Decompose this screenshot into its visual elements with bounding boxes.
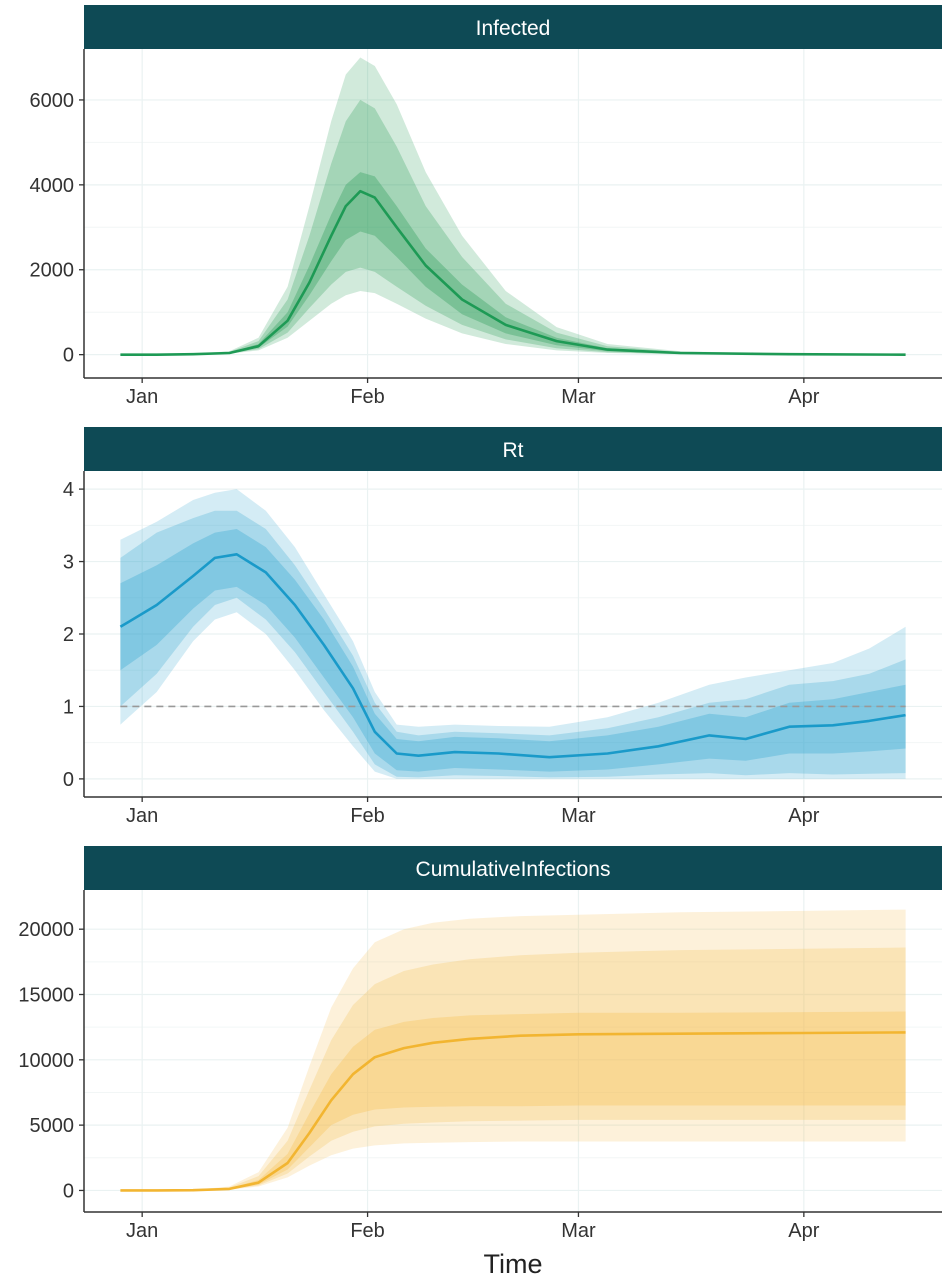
panel-cumulative-infections: CumulativeInfections 0 5000 10000 15000 2000… bbox=[18, 846, 942, 1242]
strip-background bbox=[84, 5, 942, 49]
x-tick-label: Feb bbox=[350, 1220, 384, 1242]
x-tick-label: Apr bbox=[788, 1220, 819, 1242]
y-tick-label: 0 bbox=[63, 345, 74, 367]
band-50pct bbox=[120, 1011, 906, 1191]
plot-area: 0 5000 10000 15000 20000 Jan Feb Mar Apr bbox=[18, 890, 942, 1242]
panel-infected: Infected 0 2000 4000 6000 Jan Feb Mar Apr bbox=[30, 5, 942, 408]
y-tick-label: 4000 bbox=[30, 175, 75, 197]
panel-rt: Rt 0 1 2 3 4 Jan Feb Mar Apr bbox=[63, 427, 942, 827]
band-50pct bbox=[120, 529, 906, 772]
median-line bbox=[119, 553, 906, 759]
median-line bbox=[120, 189, 906, 356]
y-tick-label: 10000 bbox=[18, 1050, 74, 1072]
y-tick-label: 6000 bbox=[30, 90, 75, 112]
plot-area: 0 2000 4000 6000 Jan Feb Mar Apr bbox=[30, 49, 942, 408]
y-tick-label: 20000 bbox=[18, 919, 74, 941]
y-tick-label: 3 bbox=[63, 552, 74, 574]
strip-background bbox=[84, 427, 942, 471]
y-tick-label: 4 bbox=[63, 479, 74, 501]
panel-title: Infected bbox=[476, 17, 551, 40]
median-line bbox=[120, 1031, 906, 1192]
y-tick-label: 15000 bbox=[18, 985, 74, 1007]
y-tick-label: 2 bbox=[63, 624, 74, 646]
panel-title: CumulativeInfections bbox=[416, 858, 611, 881]
x-tick-label: Jan bbox=[126, 805, 158, 827]
y-tick-label: 0 bbox=[63, 769, 74, 791]
x-tick-label: Mar bbox=[561, 386, 596, 408]
x-axis-title: Time bbox=[484, 1249, 543, 1277]
y-tick-label: 2000 bbox=[30, 260, 75, 282]
band-95pct bbox=[120, 57, 906, 355]
band-80pct bbox=[120, 947, 906, 1191]
band-80pct bbox=[120, 510, 906, 778]
x-tick-label: Mar bbox=[561, 1220, 596, 1242]
x-tick-label: Jan bbox=[126, 1220, 158, 1242]
x-tick-label: Feb bbox=[350, 386, 384, 408]
x-tick-label: Feb bbox=[350, 805, 384, 827]
x-tick-label: Apr bbox=[788, 386, 819, 408]
band-80pct bbox=[120, 99, 906, 355]
y-tick-label: 5000 bbox=[30, 1115, 75, 1137]
plot-area: 0 1 2 3 4 Jan Feb Mar Apr bbox=[63, 471, 942, 827]
y-tick-label: 1 bbox=[63, 696, 74, 718]
x-tick-label: Apr bbox=[788, 805, 819, 827]
strip-background bbox=[84, 846, 942, 890]
x-tick-label: Mar bbox=[561, 805, 596, 827]
x-tick-label: Jan bbox=[126, 386, 158, 408]
y-tick-label: 0 bbox=[63, 1180, 74, 1202]
panel-title: Rt bbox=[503, 439, 524, 462]
